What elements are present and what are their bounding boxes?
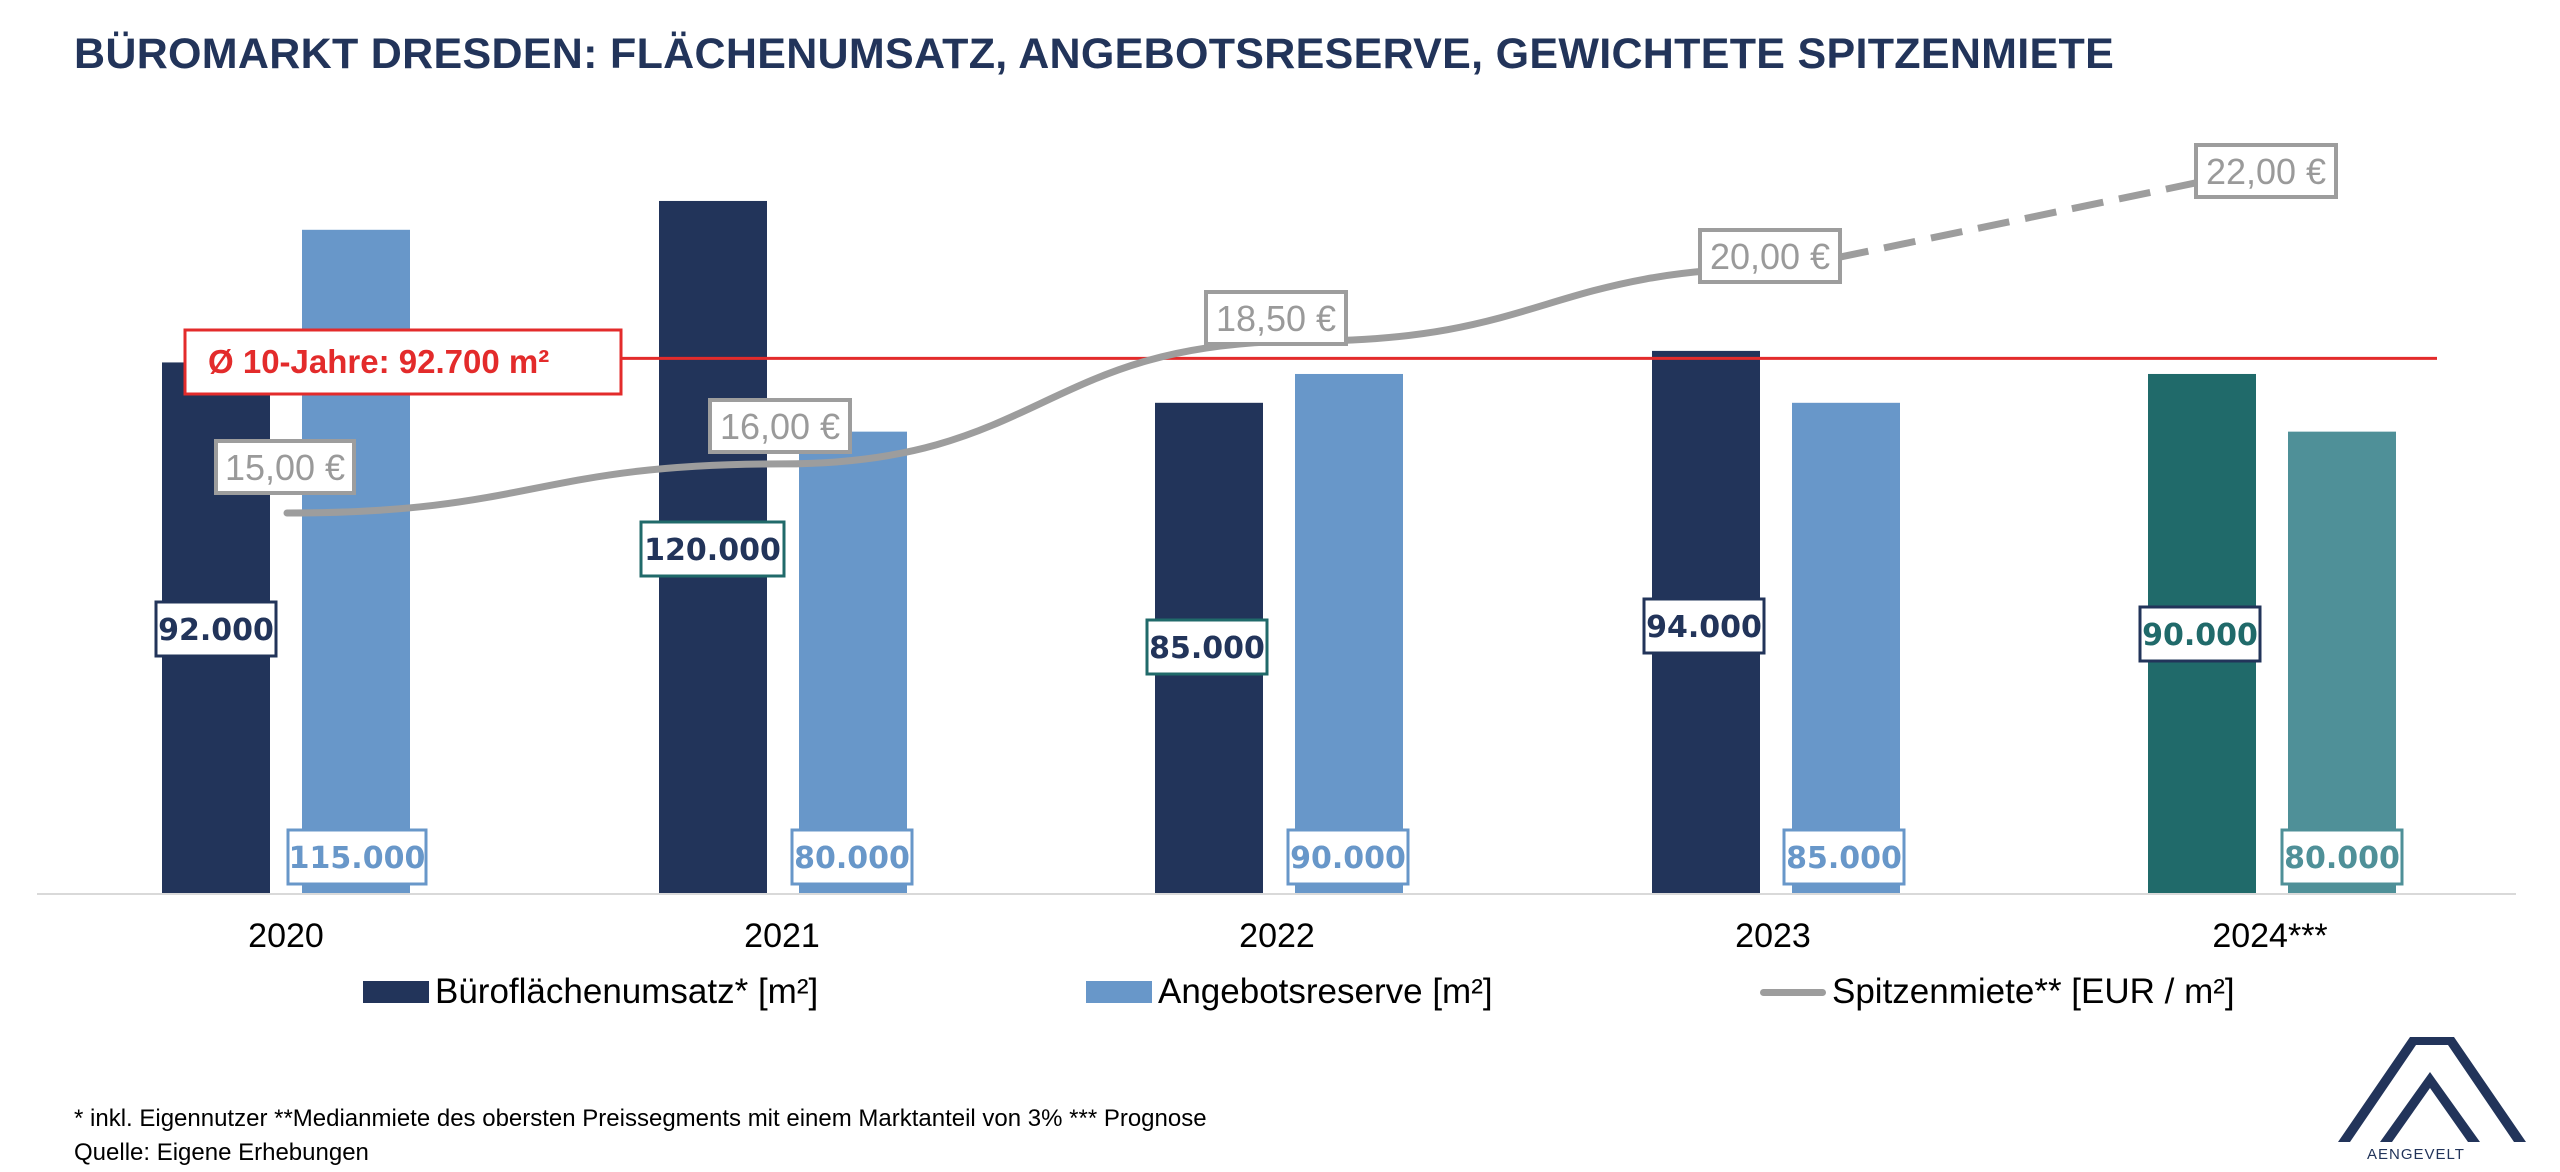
bar-angebotsreserve <box>2288 431 2396 893</box>
bar-angebotsreserve <box>1295 373 1403 894</box>
bar-label-box <box>2280 828 2404 886</box>
page-title: BÜROMARKT DRESDEN: FLÄCHENUMSATZ, ANGEBO… <box>74 30 2115 78</box>
legend-label: Spitzenmiete** [EUR / m²] <box>1832 972 2235 1011</box>
series-line-spitzenmiete-forecast <box>1789 165 2262 271</box>
bar-label-angebotsreserve: 80.000 <box>794 841 910 876</box>
rent-label: 18,50 € <box>1216 298 1336 339</box>
bar-label-box <box>1286 828 1410 886</box>
bar-label-bueroflaechenumsatz: 90.000 <box>2142 618 2258 653</box>
bar-label-box <box>1145 618 1269 676</box>
bar-label-bueroflaechenumsatz: 85.000 <box>1149 631 1265 666</box>
x-tick-label: 2022 <box>1239 917 1315 955</box>
logo-text: AENGEVELT <box>2367 1146 2465 1163</box>
footnote: * inkl. Eigennutzer **Medianmiete des ob… <box>74 1102 1207 1170</box>
rent-label-box <box>214 439 356 495</box>
bar-label-bueroflaechenumsatz: 94.000 <box>1646 610 1762 645</box>
rent-label: 20,00 € <box>1710 236 1830 277</box>
footnote-line: * inkl. Eigennutzer **Medianmiete des ob… <box>74 1105 1207 1132</box>
legend-item-bueroflaechenumsatz: Büroflächenumsatz* [m²] <box>363 972 818 1012</box>
bar-label-box <box>1782 828 1906 886</box>
bar-label-bueroflaechenumsatz: 120.000 <box>644 533 781 568</box>
legend-item-spitzenmiete: Spitzenmiete** [EUR / m²] <box>1760 972 2235 1012</box>
legend-swatch <box>1086 981 1152 1003</box>
bar-label-angebotsreserve: 115.000 <box>289 841 426 876</box>
bar-angebotsreserve <box>1792 402 1900 893</box>
chart-legend: Büroflächenumsatz* [m²] Angebotsreserve … <box>0 972 2560 1022</box>
source-line: Quelle: Eigene Erhebungen <box>74 1139 369 1166</box>
bar-label-bueroflaechenumsatz: 92.000 <box>158 613 274 648</box>
bar-label-box <box>154 600 278 658</box>
bar-angebotsreserve <box>799 431 907 893</box>
rent-label-box <box>1204 290 1348 346</box>
legend-swatch <box>363 981 429 1003</box>
rent-label-box <box>708 398 852 454</box>
rent-label: 22,00 € <box>2206 151 2326 192</box>
legend-label: Angebotsreserve [m²] <box>1158 972 1493 1011</box>
legend-line <box>1760 988 1826 996</box>
x-tick-label: 2024*** <box>2212 917 2327 955</box>
legend-label: Büroflächenumsatz* [m²] <box>435 972 819 1011</box>
reference-label: Ø 10-Jahre: 92.700 m² <box>208 343 549 380</box>
bar-label-box <box>2138 605 2262 663</box>
rent-label-box <box>2194 143 2338 199</box>
legend-item-angebotsreserve: Angebotsreserve [m²] <box>1086 972 1493 1012</box>
x-tick-label: 2020 <box>248 917 324 955</box>
rent-label-box <box>1698 228 1842 284</box>
reference-label-box <box>183 328 623 396</box>
x-tick-label: 2023 <box>1735 917 1811 955</box>
bar-label-box <box>1642 597 1766 655</box>
bar-label-angebotsreserve: 80.000 <box>2284 841 2400 876</box>
series-line-spitzenmiete <box>283 264 1794 517</box>
aengevelt-logo-icon <box>2338 1037 2526 1142</box>
bar-label-box <box>790 828 914 886</box>
chart: Ø 10-Jahre: 92.700 m² 15,00 € 16,00 € 18,50… <box>37 143 2516 955</box>
bar-label-box <box>639 520 786 578</box>
bar-label-angebotsreserve: 85.000 <box>1786 841 1902 876</box>
rent-label: 15,00 € <box>225 447 345 488</box>
bar-label-box <box>286 828 428 886</box>
rent-label: 16,00 € <box>720 406 840 447</box>
x-tick-label: 2021 <box>744 917 820 955</box>
bar-label-angebotsreserve: 90.000 <box>1290 841 1406 876</box>
